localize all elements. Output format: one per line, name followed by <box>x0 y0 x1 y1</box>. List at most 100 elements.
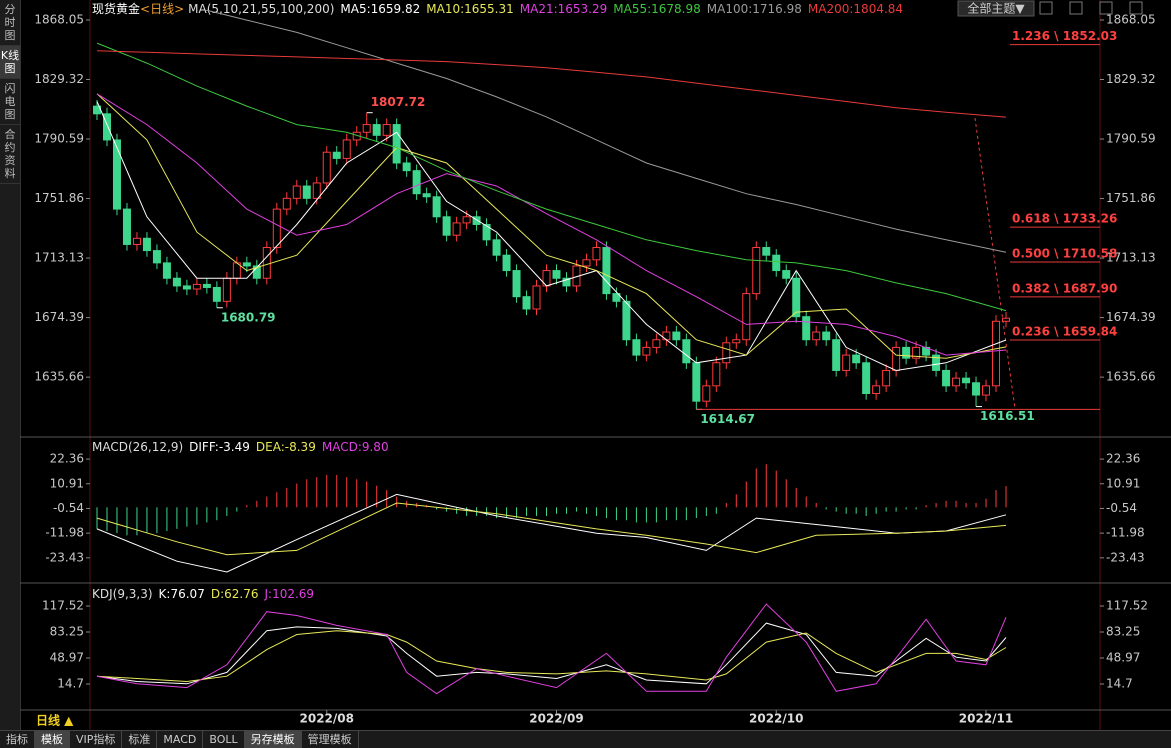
toolbar-tab[interactable]: 管理模板 <box>302 731 359 748</box>
window-icon[interactable] <box>1129 1 1143 15</box>
ma-label: MA(5,10,21,55,100,200) <box>188 2 334 16</box>
macd-pane <box>96 464 1007 573</box>
candle-body <box>242 262 251 267</box>
candle-body <box>252 265 261 279</box>
kdj-label: KDJ(9,3,3) <box>92 587 153 601</box>
candle-body <box>162 262 171 279</box>
candle-body <box>832 339 841 371</box>
candle-body <box>272 208 281 249</box>
candle-body <box>212 286 221 302</box>
y-tick-label: 83.25 <box>50 625 84 639</box>
price-pane <box>93 10 1010 410</box>
chart: 现货黄金<日线> MA(5,10,21,55,100,200) MA5:1659.8… <box>20 0 1171 730</box>
toolbar-tab[interactable]: 标准 <box>122 731 158 748</box>
extreme-label: 1807.72 <box>371 95 426 109</box>
toolbar-tab[interactable]: 模板 <box>35 731 70 748</box>
y-tick-label: 48.97 <box>50 651 84 665</box>
bottom-toolbar: 指标 模板 VIP指标 标准 MACD BOLL 另存模板 管理模板 <box>0 730 1171 748</box>
window-icon[interactable] <box>1039 1 1053 15</box>
candle-body <box>182 285 191 290</box>
candle-body <box>442 216 451 236</box>
tab[interactable]: 分时图 <box>0 0 20 46</box>
candle-body <box>492 239 501 256</box>
toolbar-tab[interactable]: MACD <box>157 731 204 748</box>
tab[interactable]: 合约资料 <box>0 125 20 184</box>
toolbar-tab[interactable]: 另存模板 <box>244 731 302 748</box>
y-tick-label: 1868.05 <box>34 12 84 26</box>
candle-body <box>102 113 111 141</box>
candle-body <box>722 342 731 364</box>
legend-name: K: <box>159 587 171 601</box>
candle-body <box>452 222 461 236</box>
y-tick-label: 14.7 <box>1106 676 1133 690</box>
candle-body <box>982 385 991 396</box>
candle-body <box>782 270 791 279</box>
candle-body <box>172 277 181 287</box>
toolbar-tab[interactable]: 指标 <box>0 731 35 748</box>
legend-value: 1655.31 <box>464 2 514 16</box>
extreme-label: 1614.67 <box>700 412 755 426</box>
window-icon[interactable] <box>1099 1 1113 15</box>
candle-body <box>462 216 471 224</box>
x-tick-label: 2022/10 <box>749 712 803 726</box>
indicator-line <box>96 93 1007 359</box>
candle-body <box>112 139 121 210</box>
y-tick-label: 1751.86 <box>1106 191 1156 205</box>
candle-body <box>752 247 761 295</box>
y-tick-label: -11.98 <box>45 526 84 540</box>
tab[interactable]: K线图 <box>0 46 20 79</box>
legend: 现货黄金<日线> MA(5,10,21,55,100,200) MA5:1659.8… <box>92 1 903 16</box>
legend-name: DEA: <box>256 440 285 454</box>
fib-label: 0.236 \ 1659.84 <box>1012 324 1117 338</box>
candle-body <box>412 170 421 195</box>
toolbar-tab[interactable]: BOLL <box>203 731 245 748</box>
candle-body <box>382 124 391 136</box>
y-tick-label: 1674.39 <box>34 310 84 324</box>
y-tick-label: 48.97 <box>1106 651 1140 665</box>
window-icon[interactable] <box>1069 1 1083 15</box>
theme-button-label[interactable]: 全部主题▼ <box>967 1 1025 16</box>
candle-body <box>582 259 591 267</box>
legend-value: 1653.29 <box>558 2 608 16</box>
legend-value: 102.69 <box>272 587 314 601</box>
tab[interactable]: 闪电图 <box>0 79 20 125</box>
kdj-pane <box>96 603 1007 695</box>
fib-label: 0.382 \ 1687.90 <box>1012 281 1117 295</box>
toolbar-tab[interactable]: VIP指标 <box>70 731 123 748</box>
period-selector[interactable]: 日线 ▲ <box>36 713 74 728</box>
candle-body <box>742 293 751 341</box>
y-tick-label: 10.91 <box>1106 476 1140 490</box>
candle-body <box>132 237 141 245</box>
legend-value: 9.80 <box>362 440 389 454</box>
candle-body <box>502 254 511 272</box>
period: <日线> <box>140 2 184 16</box>
legend-value: -3.49 <box>219 440 250 454</box>
candle-body <box>562 277 571 287</box>
y-tick-label: 117.52 <box>42 599 84 613</box>
candle-body <box>632 339 641 356</box>
candle-body <box>202 283 211 288</box>
candle-body <box>142 237 151 252</box>
candle-body <box>392 124 401 164</box>
y-tick-label: -0.54 <box>53 501 84 515</box>
legend-name: MA55: <box>613 2 651 16</box>
candle-body <box>482 223 491 241</box>
candle-body <box>692 362 701 402</box>
y-tick-label: 1829.32 <box>34 72 84 86</box>
candle-body <box>372 124 381 136</box>
candle-body <box>672 331 681 341</box>
y-tick-label: -23.43 <box>1106 550 1145 564</box>
candle-body <box>882 369 891 387</box>
theme-button[interactable] <box>957 0 1035 17</box>
legend-value: 1716.98 <box>752 2 802 16</box>
legend: MACD(26,12,9) DIFF:-3.49 DEA:-8.39 MACD:9.8… <box>92 440 389 454</box>
indicator-line <box>96 502 1007 556</box>
candle-body <box>852 354 861 364</box>
candle-body <box>872 385 881 395</box>
y-tick-label: 1635.66 <box>1106 370 1156 384</box>
candle-body <box>152 250 161 264</box>
candle-body <box>192 283 201 290</box>
symbol: 现货黄金 <box>92 1 140 16</box>
y-tick-label: 1635.66 <box>34 370 84 384</box>
legend-name: DIFF: <box>189 440 219 454</box>
